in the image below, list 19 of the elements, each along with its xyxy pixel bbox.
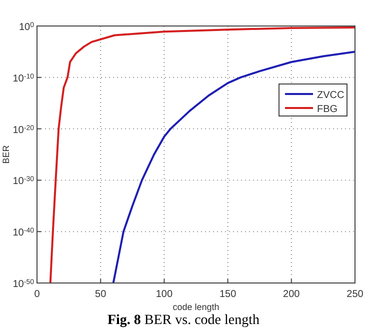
x-tick-label: 250 <box>346 289 364 300</box>
x-tick-label: 50 <box>95 289 107 300</box>
x-tick-label: 200 <box>283 289 300 300</box>
line-series <box>112 50 355 283</box>
x-tick-label: 150 <box>219 289 237 300</box>
x-tick-label: 100 <box>156 289 173 300</box>
y-tick-label: 10$^{-30}$ <box>12 176 34 188</box>
x-axis-title: code length <box>172 302 220 312</box>
legend-label: FBG <box>317 104 338 115</box>
line-series <box>49 26 355 283</box>
y-tick-label: 10$^{-50}$ <box>12 278 34 290</box>
y-tick-label: 10$^{-40}$ <box>12 227 34 239</box>
legend-label: ZVCC <box>317 90 344 101</box>
y-tick-label: 10$^{0}$ <box>18 22 34 33</box>
y-tick-label: 10$^{-10}$ <box>12 72 34 84</box>
caption: Fig. 8 BER vs. code length <box>107 313 260 328</box>
y-axis-title: BER <box>1 144 11 164</box>
x-tick-label: 0 <box>34 289 40 300</box>
y-tick-label: 10$^{-20}$ <box>12 124 34 136</box>
